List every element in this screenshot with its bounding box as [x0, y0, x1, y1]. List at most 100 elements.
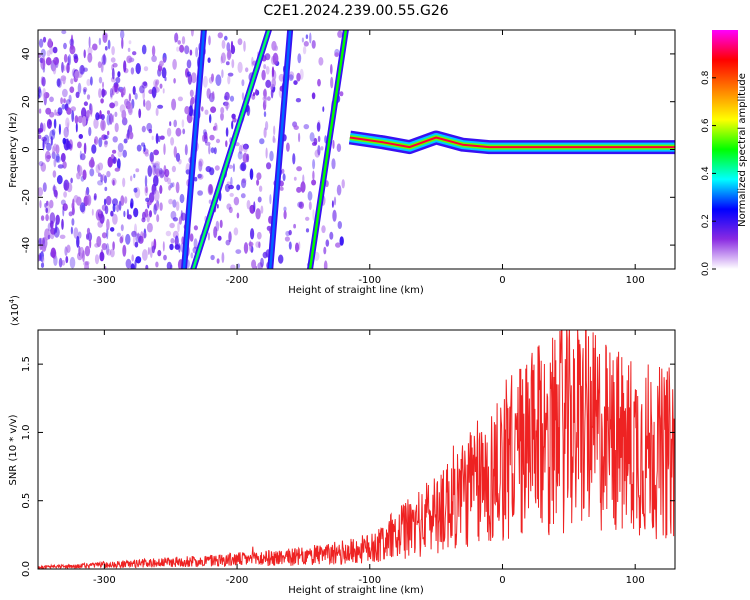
heatmap-y-tick-label: 40 [21, 48, 32, 61]
heatmap-noise-cell [80, 65, 85, 74]
heatmap-noise-cell [149, 151, 154, 163]
heatmap-noise-cell [305, 34, 309, 39]
heatmap-noise-cell [42, 36, 47, 43]
heatmap-x-tick-label: -100 [358, 275, 381, 286]
heatmap-noise-cell [60, 97, 63, 105]
heatmap-noise-cell [123, 60, 127, 73]
heatmap-noise-cell [209, 134, 215, 141]
heatmap-noise-cell [92, 43, 98, 51]
heatmap-noise-cell [174, 239, 179, 245]
svg-text:(x104): (x104) [8, 295, 21, 326]
heatmap-noise-cell [227, 75, 231, 85]
heatmap-noise-cell [305, 216, 310, 221]
heatmap-noise-cell [88, 159, 95, 168]
heatmap-noise-cell [80, 153, 86, 161]
heatmap-noise-cell [163, 143, 166, 155]
heatmap-noise-cell [42, 122, 46, 132]
heatmap-noise-cell [171, 182, 175, 188]
heatmap-noise-cell [79, 150, 82, 161]
snr-y-tick-label: 0.5 [21, 493, 32, 509]
heatmap-noise-cell [48, 120, 52, 125]
heatmap-noise-cell [52, 65, 57, 75]
heatmap-noise-cell [252, 92, 256, 97]
heatmap-noise-cell [159, 169, 165, 179]
heatmap-noise-cell [246, 199, 251, 210]
heatmap-noise-cell [174, 244, 180, 250]
heatmap-noise-cell [163, 254, 167, 261]
heatmap-noise-cell [116, 158, 121, 170]
heatmap-noise-cell [216, 204, 219, 209]
heatmap-carrier-core [349, 136, 675, 149]
heatmap-noise-cell [220, 55, 223, 64]
heatmap-noise-cell [76, 196, 82, 206]
heatmap-noise-cell [49, 129, 56, 141]
heatmap-noise-cell [297, 53, 302, 64]
heatmap-noise-cell [130, 67, 135, 75]
heatmap-noise-cell [173, 146, 177, 158]
heatmap-noise-cell [182, 128, 186, 135]
heatmap-noise-cell [159, 135, 165, 140]
heatmap-noise-cell [146, 122, 153, 132]
heatmap-noise-cell [143, 144, 146, 152]
heatmap-noise-cell [259, 138, 265, 145]
heatmap-noise-cell [125, 258, 132, 269]
heatmap-noise-cell [312, 159, 316, 170]
heatmap-noise-cell [145, 186, 148, 193]
heatmap-noise-cell [220, 107, 225, 114]
heatmap-noise-cell [134, 259, 137, 269]
heatmap-noise-cell [197, 190, 204, 196]
heatmap-noise-cell [98, 137, 103, 148]
heatmap-noise-cell [38, 254, 41, 262]
heatmap-noise-cell [73, 227, 79, 239]
heatmap-noise-cell [312, 209, 315, 221]
heatmap-noise-cell [145, 100, 152, 111]
heatmap-noise-cell [66, 62, 70, 74]
heatmap-noise-cell [70, 78, 74, 85]
heatmap-noise-cell [226, 50, 232, 61]
heatmap-noise-cell [112, 213, 118, 225]
heatmap-noise-cell [93, 193, 97, 200]
heatmap-noise-cell [120, 224, 124, 232]
heatmap-noise-cell [75, 122, 78, 133]
heatmap-noise-cell [337, 221, 342, 229]
heatmap-noise-cell [265, 121, 269, 131]
heatmap-noise-cell [216, 258, 220, 264]
heatmap-noise-cell [293, 176, 297, 181]
heatmap-noise-cell [117, 71, 121, 78]
heatmap-noise-cell [63, 53, 68, 63]
heatmap-noise-cell [98, 88, 102, 99]
heatmap-noise-cell [157, 249, 162, 257]
heatmap-noise-cell [40, 162, 46, 172]
heatmap-noise-cell [46, 142, 52, 151]
heatmap-noise-cell [61, 103, 66, 110]
heatmap-noise-cell [215, 138, 221, 144]
heatmap-noise-cell [207, 57, 211, 63]
heatmap-noise-cell [87, 232, 93, 242]
heatmap-noise-cell [110, 57, 116, 63]
heatmap-noise-cell [256, 179, 260, 186]
heatmap-noise-cell [238, 144, 243, 155]
heatmap-noise-cell [99, 251, 105, 262]
heatmap-noise-cell [45, 214, 49, 222]
heatmap-noise-cell [220, 112, 224, 121]
heatmap-noise-cell [65, 256, 69, 264]
heatmap-noise-cell [56, 175, 63, 185]
heatmap-noise-cell [100, 98, 104, 104]
heatmap-noise-cell [43, 134, 50, 145]
heatmap-noise-cell [217, 235, 222, 241]
heatmap-noise-cell [50, 247, 56, 259]
heatmap-noise-cell [130, 263, 135, 269]
heatmap-noise-cell [236, 263, 241, 269]
heatmap-noise-cell [237, 61, 243, 74]
heatmap-x-axis-label: Height of straight line (km) [288, 285, 424, 296]
heatmap-noise-cell [150, 153, 154, 165]
heatmap-noise-cell [296, 186, 302, 193]
heatmap-noise-cell [57, 107, 63, 116]
heatmap-noise-cell [49, 212, 56, 225]
heatmap-y-tick-label: -40 [21, 237, 32, 253]
heatmap-noise-cell [98, 37, 102, 46]
heatmap-noise-cell [242, 143, 249, 150]
heatmap-noise-cell [43, 92, 50, 99]
heatmap-y-ticks: -40 -20 0 20 40 [21, 48, 675, 253]
heatmap-noise-cell [208, 184, 213, 195]
